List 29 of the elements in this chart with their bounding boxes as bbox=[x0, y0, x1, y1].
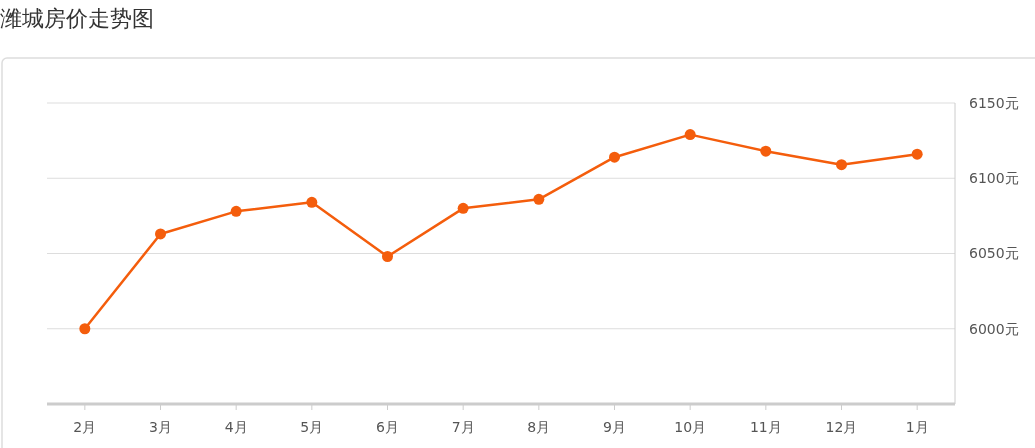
x-tick-label: 12月 bbox=[825, 419, 858, 435]
point bbox=[760, 145, 772, 157]
x-tick-label: 3月 bbox=[149, 419, 172, 435]
x-tick-label: 9月 bbox=[603, 419, 626, 435]
point bbox=[609, 151, 620, 163]
y-tick-label: 6100元 bbox=[969, 170, 1019, 187]
x-tick-label: 8月 bbox=[527, 419, 551, 435]
x-tick-label: 10月 bbox=[674, 419, 707, 435]
x-tick-label: 2月 bbox=[73, 419, 97, 435]
point bbox=[79, 323, 91, 335]
point bbox=[457, 202, 469, 214]
point bbox=[911, 148, 923, 160]
point bbox=[230, 205, 242, 217]
x-tick-label: 4月 bbox=[224, 419, 248, 435]
point bbox=[155, 228, 166, 240]
x-tick-label: 11月 bbox=[749, 419, 782, 435]
y-tick-label: 6150元 bbox=[969, 94, 1019, 111]
y-tick-label: 6050元 bbox=[969, 245, 1019, 262]
x-tick-label: 5月 bbox=[300, 419, 324, 435]
point bbox=[306, 196, 318, 208]
x-tick-label: 7月 bbox=[451, 419, 475, 435]
point bbox=[382, 251, 393, 263]
point bbox=[533, 193, 545, 205]
point bbox=[836, 159, 847, 171]
chart-title: 潍城房价走势图 bbox=[0, 6, 154, 31]
x-tick-label: 1月 bbox=[905, 419, 929, 435]
x-tick-label: 6月 bbox=[376, 419, 399, 435]
point bbox=[684, 129, 696, 141]
y-tick-label: 6000元 bbox=[969, 320, 1019, 337]
